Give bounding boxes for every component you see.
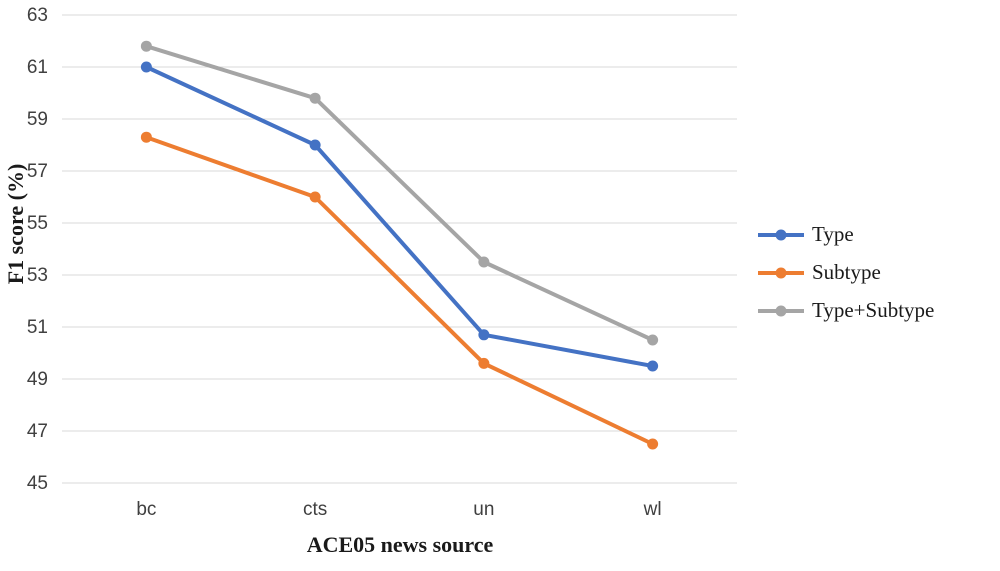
legend-dot [775,229,787,240]
y-tick-label: 45 [27,473,48,494]
x-tick-label: cts [303,499,327,520]
y-tick-label: 63 [27,5,48,26]
legend-item-type-subtype: Type+Subtype [757,298,934,323]
y-tick-label: 57 [27,161,48,182]
data-point-subtype-un [478,357,490,369]
x-tick-label: wl [643,499,662,520]
legend-item-subtype: Subtype [757,260,934,285]
data-point-subtype-wl [647,438,659,450]
y-axis-title: F1 score (%) [3,163,28,285]
data-point-type-un [478,329,490,341]
data-point-type-subtype-bc [140,40,152,52]
legend-label-type-subtype: Type+Subtype [812,298,935,322]
x-tick-label: un [473,499,494,520]
y-tick-label: 61 [27,57,48,78]
legend-marker-type-subtype [758,305,804,316]
y-tick-label: 47 [27,421,48,442]
y-tick-label: 59 [27,109,48,130]
legend-marker-subtype [758,267,804,278]
series-line-type-subtype [144,44,655,342]
legend-dot [775,267,787,278]
data-point-type-wl [647,360,659,372]
y-tick-label: 55 [27,213,48,234]
data-point-type-subtype-wl [647,334,659,346]
y-tick-label: 49 [27,369,48,390]
data-point-subtype-cts [309,191,321,203]
x-tick-label: bc [136,499,156,520]
data-point-type-cts [309,139,321,151]
data-point-type-subtype-cts [309,92,321,104]
series-line-type [144,65,655,368]
legend-marker-type [758,229,804,240]
x-axis-title: ACE05 news source [306,532,494,557]
data-point-type-subtype-un [478,256,490,268]
legend-dot [775,305,787,316]
data-point-subtype-bc [140,131,152,143]
legend-label-subtype: Subtype [812,260,881,284]
series-line-subtype [144,135,655,446]
legend-label-type: Type [812,222,854,246]
y-tick-label: 51 [27,317,48,338]
data-point-type-bc [140,61,152,73]
legend-item-type: Type [757,222,934,247]
legend: Type Subtype Type+Subtype [757,222,934,323]
y-tick-label: 53 [27,265,48,286]
